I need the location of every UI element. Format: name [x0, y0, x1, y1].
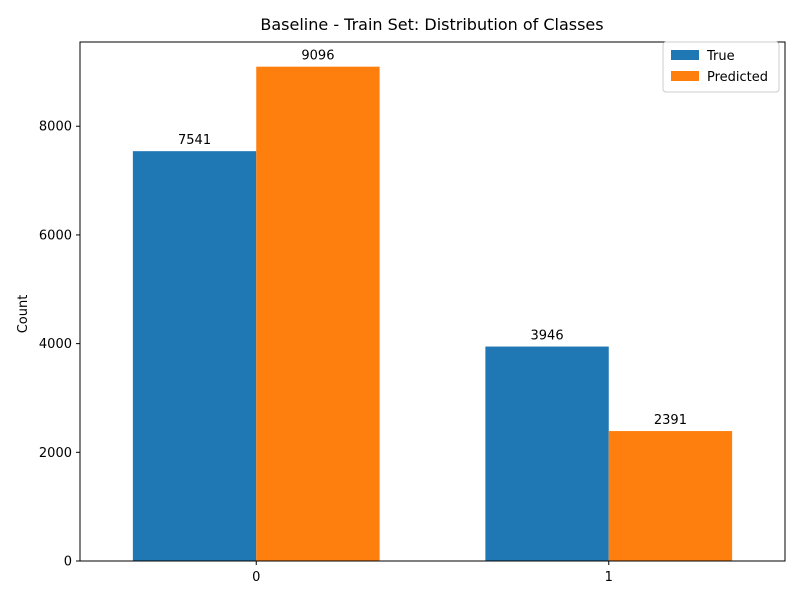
legend-swatch-true [671, 50, 699, 60]
bar-true-1 [485, 346, 609, 561]
x-tick-label: 1 [605, 570, 613, 585]
legend-swatch-predicted [671, 71, 699, 81]
data-label: 7541 [178, 133, 211, 148]
bar-true-0 [132, 151, 257, 561]
legend-label-predicted: Predicted [707, 70, 768, 85]
y-axis-label: Count [16, 295, 31, 334]
legend-label-true: True [706, 49, 735, 64]
y-tick-label: 4000 [39, 337, 72, 352]
y-tick-label: 0 [64, 555, 72, 570]
x-tick-label: 0 [252, 570, 260, 585]
data-label: 2391 [654, 413, 687, 428]
bar-predicted-0 [256, 66, 380, 561]
data-label: 9096 [301, 49, 334, 64]
chart-title: Baseline - Train Set: Distribution of Cl… [260, 15, 603, 34]
y-tick-label: 6000 [39, 228, 72, 243]
y-tick-label: 8000 [39, 120, 72, 135]
legend: True Predicted [662, 41, 780, 93]
axes-frame [79, 41, 786, 562]
bar-predicted-1 [608, 431, 733, 561]
plot-area: 7541 3946 9096 2391 0 2000 4000 6000 8000 0 1 [39, 41, 786, 585]
data-label: 3946 [531, 329, 564, 344]
y-tick-label: 2000 [39, 446, 72, 461]
